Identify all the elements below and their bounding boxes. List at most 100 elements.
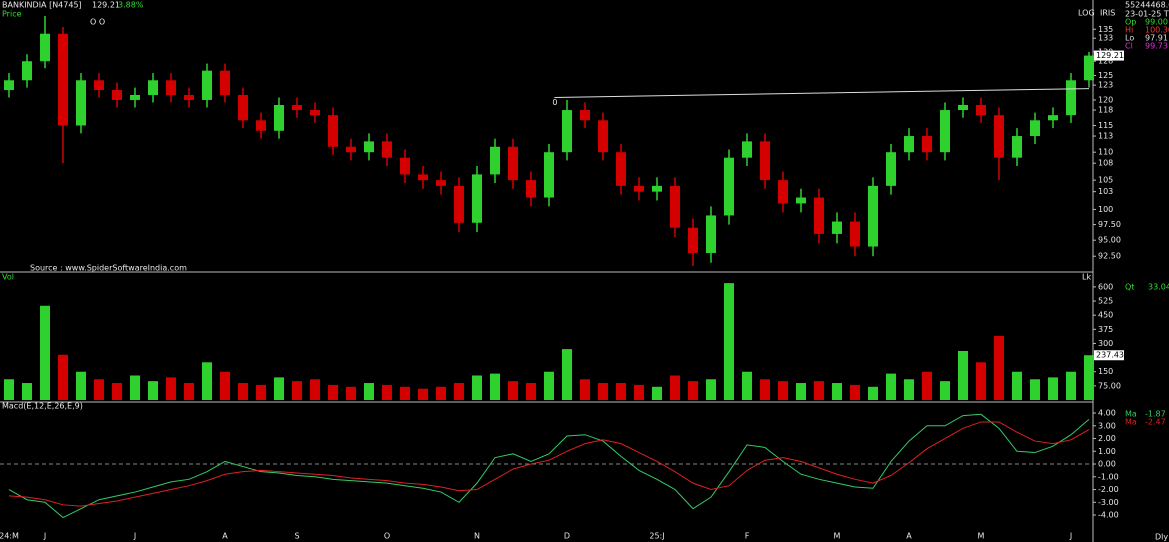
marker: O O	[90, 18, 105, 27]
qt-value: 33.04	[1148, 283, 1169, 292]
candle-body	[616, 152, 626, 186]
candle-body	[346, 146, 356, 153]
candle-body	[220, 70, 230, 95]
y-tick-label: 105	[1098, 176, 1113, 185]
candle-body	[184, 94, 194, 100]
volume-bar	[760, 379, 770, 400]
candle-body	[22, 61, 32, 81]
y-tick-label: 128	[1098, 57, 1113, 66]
volume-bar	[526, 383, 536, 400]
candle-body	[418, 174, 428, 181]
ohlc-name: Hi	[1125, 26, 1133, 35]
volume-bar	[472, 375, 482, 400]
y-tick-label: -3.00	[1098, 498, 1119, 507]
y-tick-label: 1.00	[1098, 447, 1116, 456]
candle-body	[292, 104, 302, 111]
volume-bar	[796, 383, 806, 400]
volume-bar	[814, 381, 824, 400]
volume-bar	[328, 384, 338, 400]
y-tick-label: 100	[1098, 205, 1113, 214]
y-tick-label: 75.00	[1098, 381, 1121, 390]
candle-body	[598, 120, 608, 153]
candle-body	[94, 80, 104, 91]
volume-bar	[184, 383, 194, 400]
symbol: BANKINDIA [N4745]	[2, 1, 82, 10]
volume-bar	[976, 362, 986, 400]
ohlc-value: 100.30	[1145, 26, 1169, 35]
volume-bar	[778, 381, 788, 400]
volume-bar	[1066, 371, 1076, 400]
candle-body	[364, 141, 374, 153]
candle-body	[868, 185, 878, 247]
y-tick-label: 97.50	[1098, 220, 1121, 229]
legend-value: -1.87	[1145, 410, 1166, 419]
y-tick-label: -2.00	[1098, 485, 1119, 494]
volume-bar	[1084, 355, 1094, 400]
log-label: LOG	[1078, 9, 1095, 18]
volume-bar	[922, 371, 932, 400]
vol-label: Vol	[2, 273, 14, 282]
candle-body	[634, 185, 644, 192]
volume-bar	[256, 384, 266, 400]
x-tick-label: A	[222, 532, 228, 541]
macd-line	[8, 421, 1090, 507]
volume-box-label: 237.43	[1096, 351, 1124, 360]
candle-body	[76, 80, 86, 126]
candle-body	[994, 115, 1004, 158]
ohlc-value: 99.73	[1145, 42, 1168, 51]
candle-body	[328, 115, 338, 147]
volume-bar	[580, 379, 590, 400]
iris-label: IRIS	[1100, 9, 1115, 18]
candle-body	[742, 141, 752, 158]
trendline	[554, 88, 1090, 98]
candle-body	[454, 185, 464, 223]
candle-body	[814, 197, 824, 234]
ohlc-value: 97.91	[1145, 34, 1168, 43]
volume-bar	[850, 384, 860, 400]
volume-bar	[58, 354, 68, 400]
candle-body	[922, 136, 932, 153]
y-tick-label: 150	[1098, 367, 1113, 376]
candle-body	[130, 94, 140, 100]
candle-body	[4, 80, 14, 91]
ohlc-name: Op	[1125, 18, 1136, 27]
candle-body	[706, 215, 716, 253]
y-tick-label: 103	[1098, 187, 1113, 196]
candle-body	[778, 180, 788, 204]
volume-bar	[112, 383, 122, 400]
y-tick-label: 123	[1098, 81, 1113, 90]
volume-bar	[832, 383, 842, 400]
ohlc-value: 99.00	[1145, 18, 1168, 27]
volume-total: 55244468.0	[1125, 1, 1169, 10]
y-tick-label: 118	[1098, 106, 1113, 115]
change: 3.88%	[118, 1, 144, 10]
price-box	[1094, 50, 1124, 61]
x-tick-label: M	[834, 532, 841, 541]
legend-name: Ma	[1125, 418, 1137, 427]
price-box-label: 129.21	[1096, 51, 1124, 60]
candle-body	[1012, 136, 1022, 158]
period: Dly	[1155, 533, 1168, 542]
legend-value: -2.47	[1145, 418, 1166, 427]
candle-body	[472, 174, 482, 223]
volume-bar	[454, 383, 464, 400]
volume-bar	[22, 383, 32, 400]
volume-bar	[400, 386, 410, 400]
candle-body	[238, 94, 248, 121]
volume-bar	[490, 373, 500, 400]
volume-bar	[292, 381, 302, 400]
candle-body	[580, 110, 590, 121]
y-tick-label: 3.00	[1098, 421, 1116, 430]
x-tick-label: 24:M	[0, 532, 19, 541]
volume-bar	[544, 371, 554, 400]
volume-bar	[706, 379, 716, 400]
volume-bar	[1012, 371, 1022, 400]
lk-label: Lk	[1082, 273, 1091, 282]
volume-bar	[76, 371, 86, 400]
candle-body	[940, 110, 950, 153]
candle-body	[274, 104, 284, 131]
candle-body	[202, 70, 212, 100]
candle-body	[1048, 115, 1058, 121]
volume-bar	[562, 349, 572, 400]
